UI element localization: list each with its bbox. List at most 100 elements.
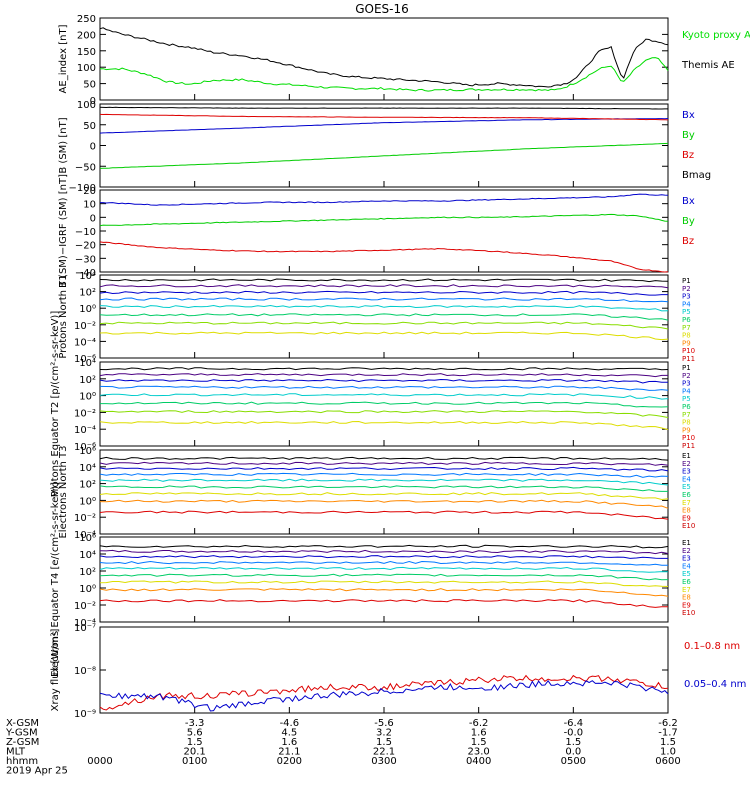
legend-Bx: Bx bbox=[682, 196, 695, 207]
panel-5: 10⁻⁶ 10⁻⁴ 10⁻² 10⁰ 10² 10⁴ Protons Equator T2 … bbox=[50, 311, 695, 498]
x-row-value: 0000 bbox=[87, 756, 112, 767]
legend-E6: E6 bbox=[682, 578, 691, 586]
series-line-E3 bbox=[99, 555, 668, 559]
panel-1: 0 50 100 150 200 250 AE_index [nT] Kyoto proxy … bbox=[58, 14, 750, 107]
y-tick-label: 20 bbox=[83, 186, 96, 197]
figure-title: GOES-16 bbox=[355, 2, 409, 16]
y-tick-label: 10⁻⁷ bbox=[74, 623, 96, 634]
series-line-P3 bbox=[99, 290, 668, 296]
series-line-P6 bbox=[100, 401, 669, 408]
legend-P10: P10 bbox=[682, 347, 695, 355]
y-tick-label: 150 bbox=[77, 47, 96, 58]
y-tick-label: 10⁴ bbox=[79, 463, 96, 474]
series-line-KyotoproxyAE bbox=[99, 57, 669, 92]
series-line-P1 bbox=[99, 278, 669, 283]
y-tick-label: 10⁴ bbox=[79, 550, 96, 561]
y-tick-label: 0 bbox=[90, 96, 96, 107]
legend-Bz: Bz bbox=[682, 236, 694, 247]
y-axis-label: Electrons Equator T4 [e/(cm²-s-sr-keV)] bbox=[50, 482, 61, 677]
legend-E7: E7 bbox=[682, 586, 691, 594]
y-tick-label: 10⁻⁶ bbox=[74, 354, 96, 365]
legend-E5: E5 bbox=[682, 483, 691, 491]
legend-E2: E2 bbox=[682, 547, 691, 555]
y-tick-label: 10⁰ bbox=[79, 584, 96, 595]
y-tick-label: −40 bbox=[75, 268, 96, 279]
series-line-Bz bbox=[99, 241, 669, 273]
y-tick-label: 50 bbox=[83, 80, 96, 91]
legend-P5: P5 bbox=[682, 308, 691, 316]
x-row-value: 1.5 bbox=[471, 737, 487, 748]
legend-E1: E1 bbox=[682, 539, 691, 547]
x-row-value: 1.5 bbox=[565, 737, 581, 748]
x-row-value: 1.6 bbox=[471, 728, 487, 739]
series-line-E2 bbox=[99, 461, 669, 466]
panel-frame bbox=[99, 189, 669, 273]
panel-2: −100 −50 0 50 100 B (SM) [nT] Bx By Bz Bmag bbox=[58, 100, 711, 194]
legend-P11: P11 bbox=[682, 442, 695, 450]
y-tick-label: 250 bbox=[77, 14, 96, 25]
legend-E9: E9 bbox=[682, 601, 691, 609]
legend-Bz: Bz bbox=[682, 150, 694, 161]
y-tick-label: −50 bbox=[75, 162, 96, 173]
series-line-E8 bbox=[99, 588, 669, 597]
y-tick-label: −10 bbox=[75, 227, 96, 238]
y-tick-label: 100 bbox=[77, 63, 96, 74]
series-line-P1 bbox=[99, 367, 669, 371]
legend-E7: E7 bbox=[682, 499, 691, 507]
legend-0108nm: 0.1–0.8 nm bbox=[684, 641, 740, 652]
legend-Bmag: Bmag bbox=[682, 170, 711, 181]
y-tick-label: 50 bbox=[83, 121, 96, 132]
series-line-E8 bbox=[99, 499, 669, 509]
series-line-P2 bbox=[99, 373, 668, 378]
y-tick-label: 10⁻² bbox=[74, 513, 96, 524]
legend-P6: P6 bbox=[682, 403, 691, 411]
legend-E4: E4 bbox=[682, 475, 691, 483]
legend-P7: P7 bbox=[682, 411, 691, 419]
x-row-value: -1.7 bbox=[658, 728, 678, 739]
x-row-label: hhmm bbox=[6, 756, 38, 767]
series-line-E4 bbox=[99, 472, 669, 478]
x-row-value: -0.0 bbox=[564, 728, 584, 739]
y-tick-label: 200 bbox=[77, 30, 96, 41]
y-tick-label: 0 bbox=[90, 142, 96, 153]
series-line-Bx bbox=[99, 118, 669, 134]
y-axis-label: B (SM) [nT] bbox=[58, 117, 69, 173]
x-row-value: -4.6 bbox=[280, 718, 300, 729]
legend-P11: P11 bbox=[682, 355, 695, 363]
y-tick-label: 10⁻² bbox=[74, 408, 96, 419]
panel-8: 10⁻⁹ 10⁻⁸ 10⁻⁷ Xray flux [W/m²] 0.1–0.8 nm 0.… bbox=[50, 623, 746, 720]
legend-By: By bbox=[682, 216, 695, 227]
series-line-E5 bbox=[99, 478, 669, 486]
x-row-value: 1.5 bbox=[376, 737, 392, 748]
legend-P9: P9 bbox=[682, 339, 691, 347]
series-line-P6 bbox=[99, 313, 669, 321]
legend-E8: E8 bbox=[682, 594, 691, 602]
legend-P2: P2 bbox=[682, 285, 691, 293]
legend-00504nm: 0.05–0.4 nm bbox=[684, 679, 746, 690]
legend-P4: P4 bbox=[682, 387, 691, 395]
x-row-value: 0300 bbox=[371, 756, 396, 767]
x-row-value: 22.1 bbox=[373, 747, 395, 758]
series-line-Bmag bbox=[99, 106, 668, 110]
legend-P10: P10 bbox=[682, 434, 695, 442]
y-axis-label: Protons Equator T2 [p/(cm²-s-sr-keV)] bbox=[50, 311, 61, 498]
legend-Bx: Bx bbox=[682, 110, 695, 121]
legend-E8: E8 bbox=[682, 507, 691, 515]
y-tick-label: 100 bbox=[77, 100, 96, 111]
legend-E2: E2 bbox=[682, 460, 691, 468]
series-line-E4 bbox=[99, 560, 669, 566]
y-tick-label: 10⁻² bbox=[74, 601, 96, 612]
series-line-P4 bbox=[99, 385, 669, 391]
y-tick-label: 10² bbox=[79, 375, 96, 386]
x-row-value: 0400 bbox=[466, 756, 491, 767]
series-line-E3 bbox=[99, 466, 669, 472]
y-axis-label: B (SM)−IGRF (SM) [nT] bbox=[58, 174, 69, 288]
x-row-value: -6.2 bbox=[469, 718, 489, 729]
panel-7: 10⁻⁴ 10⁻² 10⁰ 10² 10⁴ 10⁶ Electrons Equator T4… bbox=[50, 482, 695, 677]
legend-P5: P5 bbox=[682, 395, 691, 403]
legend-E3: E3 bbox=[682, 555, 691, 563]
y-tick-label: 0 bbox=[90, 213, 96, 224]
series-line-P2 bbox=[99, 284, 669, 289]
legend-P8: P8 bbox=[682, 332, 691, 340]
